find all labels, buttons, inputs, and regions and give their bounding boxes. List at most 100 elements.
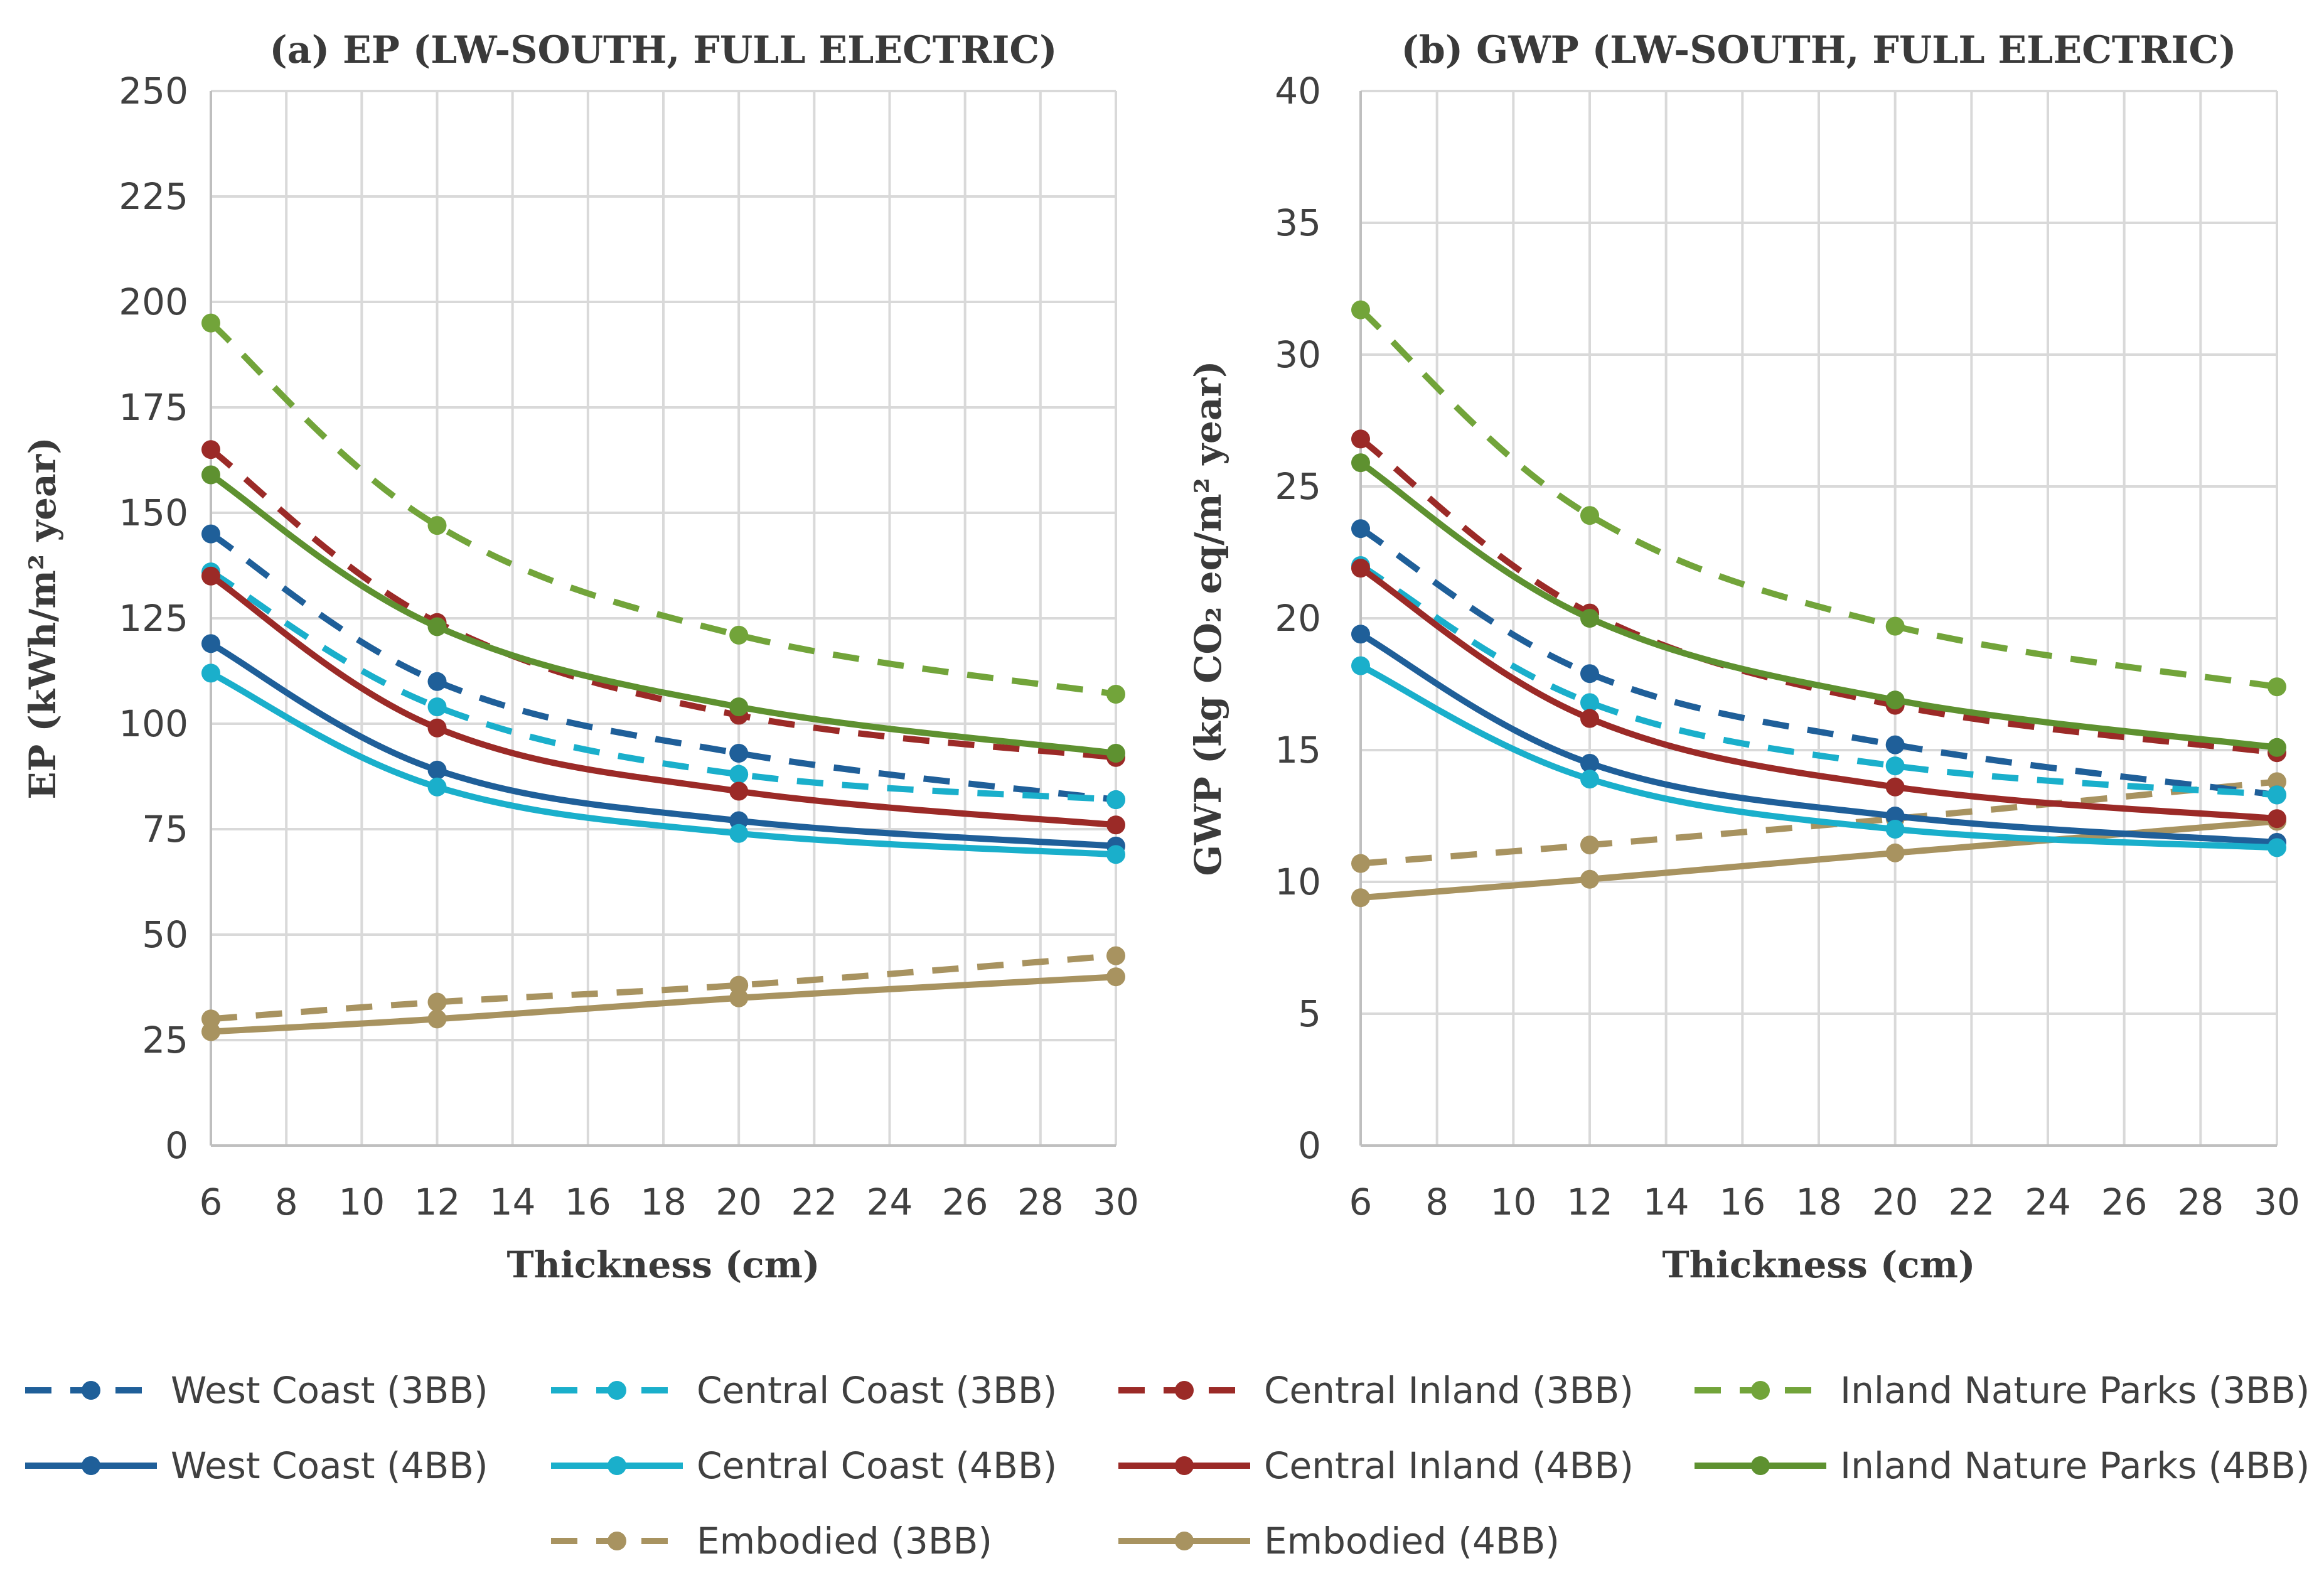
y-tick-label: 200 xyxy=(119,281,188,323)
series-marker xyxy=(201,566,220,586)
series-marker xyxy=(1351,453,1370,473)
series-marker xyxy=(1580,770,1599,789)
legend-marker xyxy=(82,1381,100,1400)
x-tick-label: 30 xyxy=(1093,1181,1139,1223)
y-tick-label: 0 xyxy=(1298,1124,1321,1167)
y-tick-label: 225 xyxy=(119,175,188,218)
legend-item: Inland Nature Parks (3BB) xyxy=(1695,1369,2310,1412)
y-tick-label: 0 xyxy=(165,1124,188,1167)
series-marker xyxy=(427,617,447,636)
x-tick-label: 20 xyxy=(715,1181,762,1223)
legend-label: Embodied (4BB) xyxy=(1264,1520,1560,1562)
legend-item: Inland Nature Parks (4BB) xyxy=(1695,1444,2310,1487)
series-marker xyxy=(201,440,220,459)
x-tick-label: 16 xyxy=(565,1181,611,1223)
series-marker xyxy=(729,744,749,763)
x-tick-label: 10 xyxy=(1490,1181,1536,1223)
x-tick-label: 6 xyxy=(200,1181,223,1223)
legend-label: Embodied (3BB) xyxy=(697,1520,992,1562)
series-line xyxy=(208,447,1116,761)
legend-marker xyxy=(1175,1456,1194,1475)
series-marker xyxy=(1885,756,1905,776)
series-marker xyxy=(427,516,447,535)
y-tick-label: 15 xyxy=(1275,729,1321,771)
series-marker xyxy=(1106,967,1125,987)
x-tick-label: 12 xyxy=(414,1181,461,1223)
series-marker xyxy=(427,760,447,780)
x-axis-title: Thickness (cm) xyxy=(506,1243,820,1286)
y-tick-label: 175 xyxy=(119,386,188,429)
y-axis-title: GWP (kg CO₂ eq/m² year) xyxy=(1187,361,1229,876)
x-axis-title: Thickness (cm) xyxy=(1662,1243,1975,1286)
legend-item: Central Coast (4BB) xyxy=(551,1444,1057,1487)
series-marker xyxy=(1580,835,1599,855)
x-tick-label: 14 xyxy=(1643,1181,1689,1223)
legend-marker xyxy=(1751,1456,1770,1475)
legend-label: Inland Nature Parks (4BB) xyxy=(1840,1444,2310,1487)
x-tick-label: 24 xyxy=(2025,1181,2071,1223)
series-marker xyxy=(2268,738,2286,757)
x-tick-label: 14 xyxy=(490,1181,536,1223)
series-line xyxy=(1359,525,2278,798)
legend-marker xyxy=(82,1456,100,1475)
x-tick-label: 26 xyxy=(2101,1181,2148,1223)
y-tick-label: 30 xyxy=(1275,333,1321,376)
series-marker xyxy=(1885,807,1905,825)
legend-marker xyxy=(1751,1381,1770,1400)
x-tick-label: 8 xyxy=(275,1181,298,1223)
series-marker xyxy=(1351,625,1370,644)
series-marker xyxy=(1580,693,1599,712)
series-marker xyxy=(1106,815,1125,835)
series-marker xyxy=(729,781,749,801)
series-marker xyxy=(2268,677,2286,697)
y-tick-label: 25 xyxy=(142,1019,188,1061)
series-marker xyxy=(201,465,220,485)
series-marker xyxy=(1351,429,1370,449)
series-line xyxy=(1359,460,2278,751)
x-tick-label: 28 xyxy=(2177,1181,2224,1223)
series-marker xyxy=(1580,664,1599,684)
legend: West Coast (3BB) Central Coast (3BB) Centr… xyxy=(25,1369,2310,1562)
series-line xyxy=(210,974,1116,1035)
series-marker xyxy=(729,625,749,645)
chart-panel-gwp: 0 5 10 15 20 25 30 35 40 6 8 10 12 14 16 18 20 22 24 26 28 30… xyxy=(1187,28,2300,1286)
series-marker xyxy=(427,992,447,1012)
legend-marker xyxy=(1175,1532,1194,1550)
legend-label: Central Coast (3BB) xyxy=(697,1369,1057,1412)
x-tick-label: 24 xyxy=(867,1181,913,1223)
x-tick-label: 20 xyxy=(1872,1181,1919,1223)
legend-item: Embodied (4BB) xyxy=(1118,1520,1560,1562)
x-tick-label: 22 xyxy=(791,1181,837,1223)
series-marker xyxy=(1351,656,1370,675)
legend-item: Central Inland (3BB) xyxy=(1118,1369,1634,1412)
series-marker xyxy=(1351,519,1370,539)
series-marker xyxy=(1580,609,1599,628)
series-marker xyxy=(1351,854,1370,873)
y-tick-label: 250 xyxy=(119,70,188,112)
series-marker xyxy=(427,697,447,717)
y-axis-title: EP (kWh/m² year) xyxy=(21,437,64,799)
x-tick-label: 16 xyxy=(1719,1181,1765,1223)
legend-marker xyxy=(608,1532,626,1550)
series-marker xyxy=(1580,506,1599,525)
series-marker xyxy=(427,1009,447,1029)
y-tick-label: 40 xyxy=(1275,70,1321,112)
x-tick-label: 10 xyxy=(338,1181,385,1223)
series-marker xyxy=(1885,820,1905,839)
legend-label: Central Coast (4BB) xyxy=(697,1444,1057,1487)
series-marker xyxy=(201,1022,220,1041)
legend-label: Central Inland (4BB) xyxy=(1264,1444,1634,1487)
y-tick-label: 20 xyxy=(1275,597,1321,640)
series-marker xyxy=(2268,838,2286,857)
series-marker xyxy=(427,718,447,738)
series-marker xyxy=(729,824,749,843)
legend-item: West Coast (3BB) xyxy=(25,1369,488,1412)
series-line xyxy=(209,573,1116,829)
series-line xyxy=(208,320,1116,697)
x-tick-label: 18 xyxy=(1796,1181,1842,1223)
series-marker xyxy=(1885,735,1905,754)
chart-panel-ep: 0 25 50 75 100 125 150 175 200 225 250 6 8 10 12 14 16 18… xyxy=(21,28,1139,1286)
series-marker xyxy=(1106,684,1125,704)
series-line xyxy=(1359,631,2278,846)
